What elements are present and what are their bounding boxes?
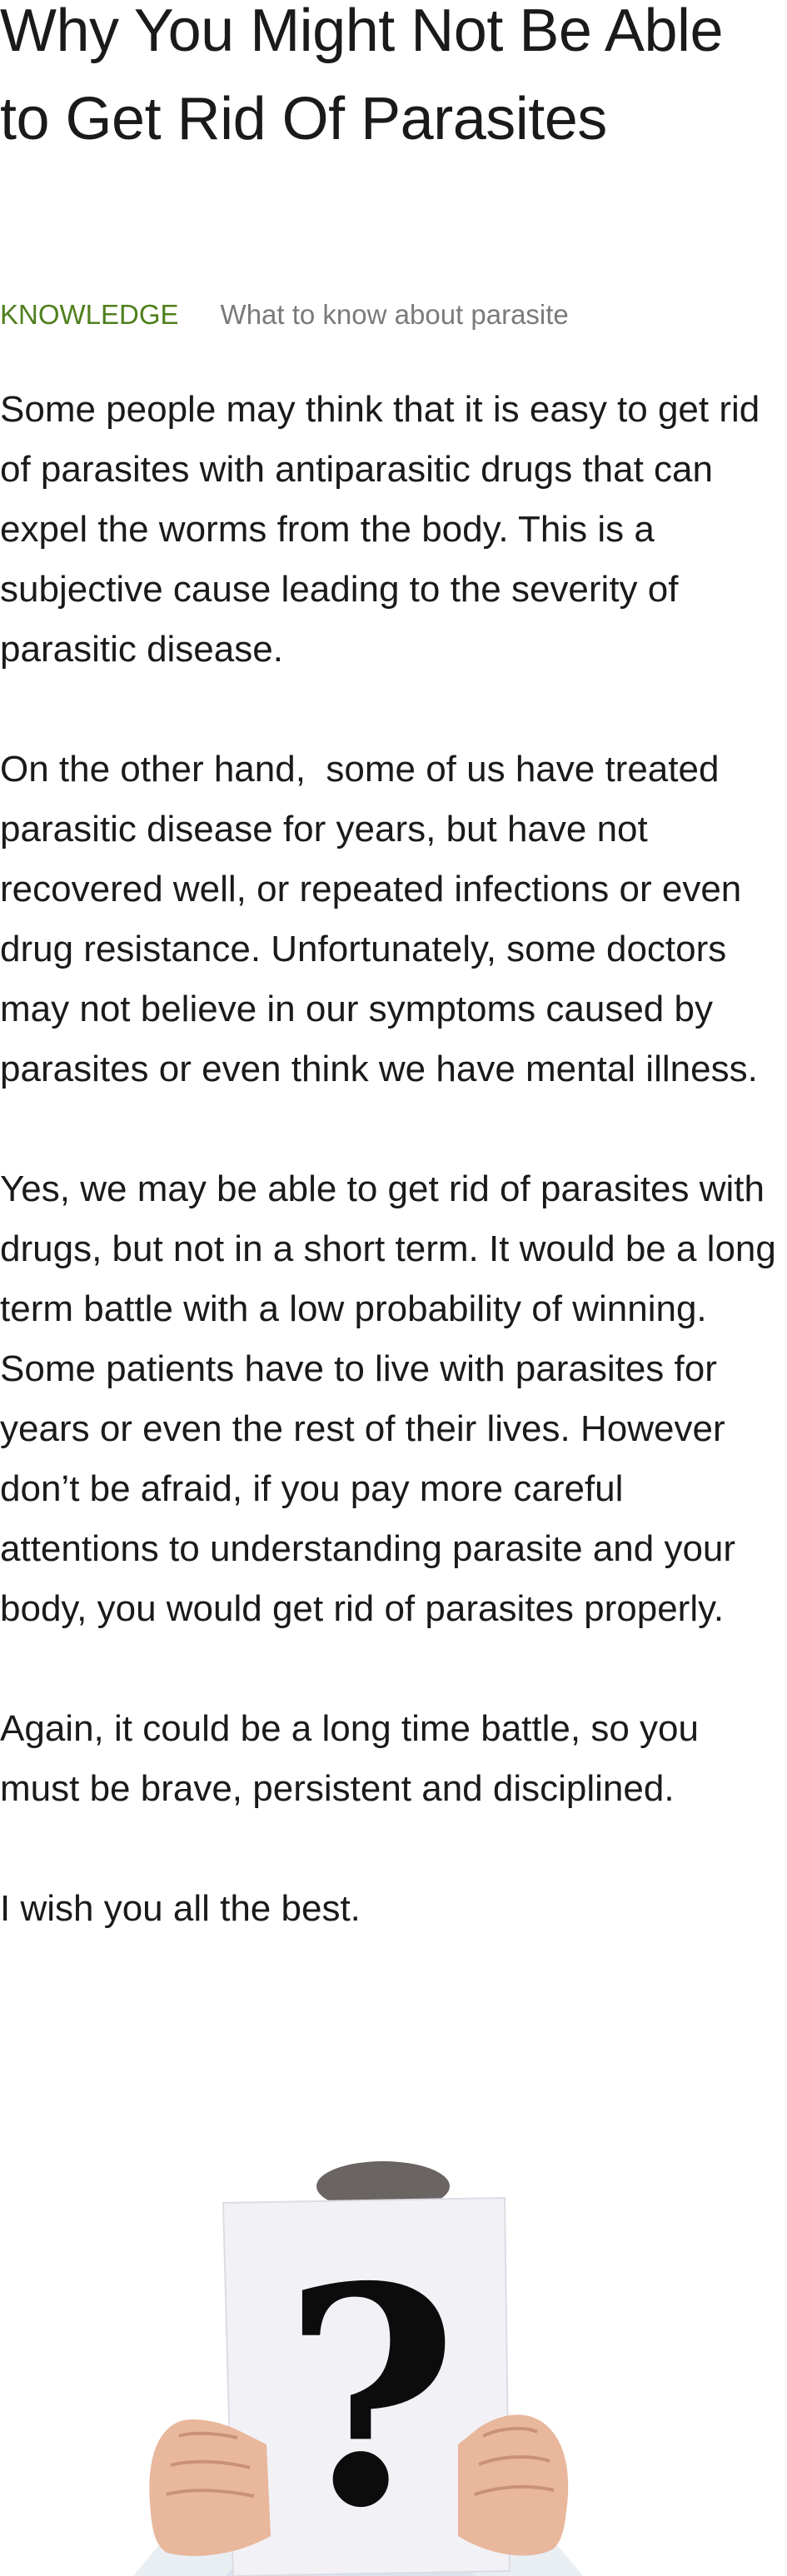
paragraph: Some people may think that it is easy to… [0, 389, 770, 670]
left-hand-shape [149, 2419, 271, 2556]
person-holding-sign-image: ? [133, 2161, 583, 2576]
paragraph: I wish you all the best. [0, 1888, 361, 1929]
article-body: Some people may think that it is easy to… [0, 380, 787, 1999]
paragraph: Yes, we may be able to get rid of parasi… [0, 1168, 787, 1629]
question-mark-illustration: ? [100, 2145, 600, 2576]
paragraph: On the other hand, some of us have treat… [0, 749, 758, 1089]
article-title: Why You Might Not Be Able to Get Rid Of … [0, 0, 724, 152]
right-hand-shape [458, 2414, 569, 2556]
category-link[interactable]: KNOWLEDGE [0, 299, 179, 330]
article-meta: KNOWLEDGE What to know about parasite [0, 295, 569, 335]
article-subtitle: What to know about parasite [220, 299, 569, 330]
question-mark-text: ? [283, 2221, 459, 2574]
paragraph: Again, it could be a long time battle, s… [0, 1708, 710, 1809]
